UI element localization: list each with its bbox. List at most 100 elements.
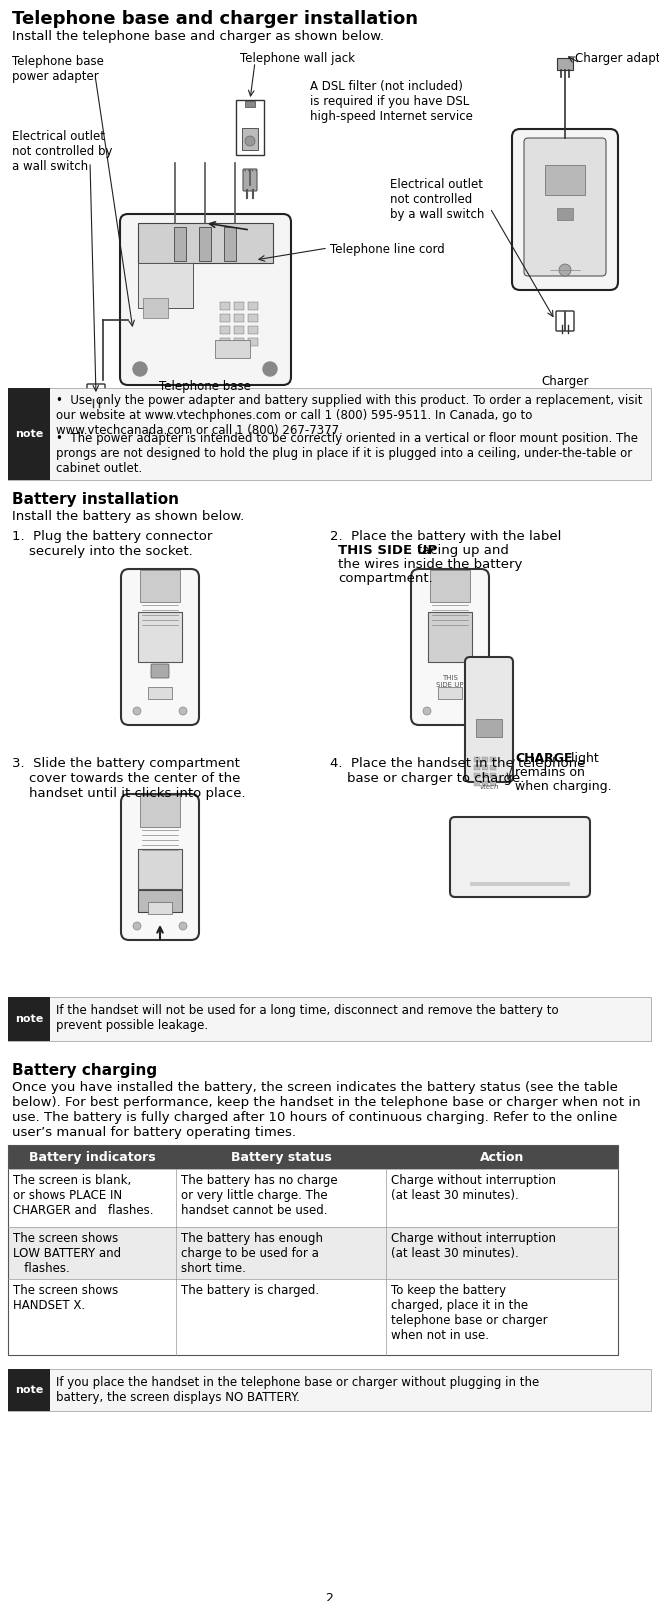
Bar [490,781,496,786]
FancyBboxPatch shape [465,656,513,781]
Text: The battery has no charge
or very little charge. The
handset cannot be used.: The battery has no charge or very little… [181,1174,337,1217]
FancyBboxPatch shape [121,794,199,940]
Bar [482,765,488,770]
Bar [474,773,480,778]
Circle shape [133,708,141,716]
Bar [248,338,258,346]
FancyBboxPatch shape [121,568,199,725]
Bar [8,1145,618,1354]
Text: The screen is blank,
or shows PLACE IN
CHARGER and   flashes.: The screen is blank, or shows PLACE IN C… [13,1174,154,1217]
Text: Charger adapter: Charger adapter [575,51,659,66]
Text: note: note [15,429,43,439]
FancyBboxPatch shape [450,817,590,897]
Text: Telephone base
power adapter: Telephone base power adapter [12,54,104,83]
Text: light: light [567,752,599,765]
Text: note: note [15,1385,43,1394]
Text: THIS
SIDE UP: THIS SIDE UP [436,676,464,688]
FancyBboxPatch shape [87,384,105,403]
Text: 3.  Slide the battery compartment
    cover towards the center of the
    handse: 3. Slide the battery compartment cover t… [12,757,246,800]
Bar [482,773,488,778]
Bar [476,719,502,736]
Circle shape [263,362,277,376]
Bar [248,327,258,335]
Bar [428,612,472,661]
Bar [220,314,230,322]
Bar [8,1169,618,1226]
Text: Once you have installed the battery, the screen indicates the battery status (se: Once you have installed the battery, the… [12,1081,641,1138]
Circle shape [559,264,571,275]
Bar [138,263,193,307]
Text: when charging.: when charging. [515,780,612,792]
FancyBboxPatch shape [151,664,169,677]
Text: Telephone line cord: Telephone line cord [330,243,445,256]
Bar [438,687,462,700]
FancyBboxPatch shape [120,215,291,384]
Bar [490,773,496,778]
Bar [8,997,50,1041]
Bar [8,1279,618,1354]
Bar [8,997,651,1041]
Bar [8,1369,651,1410]
Text: The battery has enough
charge to be used for a
short time.: The battery has enough charge to be used… [181,1233,323,1274]
FancyBboxPatch shape [524,138,606,275]
Circle shape [179,922,187,930]
Bar [220,303,230,311]
Bar [482,757,488,762]
Bar [220,338,230,346]
Bar [545,165,585,195]
Bar [138,223,273,263]
Text: the wires inside the battery: the wires inside the battery [338,559,523,572]
Bar [143,298,168,319]
Bar [234,314,244,322]
Bar [248,303,258,311]
Circle shape [469,708,477,716]
Bar [8,387,50,480]
Circle shape [133,362,147,376]
Bar [148,687,172,700]
Text: If the handset will not be used for a long time, disconnect and remove the batte: If the handset will not be used for a lo… [56,1004,559,1033]
Text: CHARGE: CHARGE [515,752,573,765]
Text: Battery installation: Battery installation [12,492,179,508]
Text: •  Use only the power adapter and battery supplied with this product. To order a: • Use only the power adapter and battery… [56,394,643,437]
Circle shape [179,708,187,716]
Text: 1.  Plug the battery connector
    securely into the socket.: 1. Plug the battery connector securely i… [12,530,212,559]
Bar [138,849,182,889]
Text: Charge without interruption
(at least 30 minutes).: Charge without interruption (at least 30… [391,1233,556,1260]
Text: Battery indicators: Battery indicators [29,1151,156,1164]
Bar [8,1226,618,1279]
Text: compartment.: compartment. [338,572,433,584]
Text: Telephone wall jack: Telephone wall jack [240,51,355,66]
Text: Charger: Charger [541,375,588,387]
Text: Battery status: Battery status [231,1151,331,1164]
Text: Telephone base and charger installation: Telephone base and charger installation [12,10,418,27]
Text: Install the battery as shown below.: Install the battery as shown below. [12,511,244,524]
Bar [474,781,480,786]
Bar [140,796,180,828]
Circle shape [423,708,431,716]
Text: If you place the handset in the telephone base or charger without plugging in th: If you place the handset in the telephon… [56,1375,539,1404]
Text: vtech: vtech [479,784,499,789]
Bar [8,1145,618,1169]
Bar [245,101,255,107]
Bar [482,781,488,786]
Text: Charge without interruption
(at least 30 minutes).: Charge without interruption (at least 30… [391,1174,556,1202]
FancyBboxPatch shape [243,170,257,191]
Bar [174,227,186,261]
FancyBboxPatch shape [512,130,618,290]
Bar [234,327,244,335]
Text: remains on: remains on [515,765,585,780]
Bar [557,58,573,70]
Text: 2.  Place the battery with the label: 2. Place the battery with the label [330,530,561,543]
Bar [224,227,236,261]
Text: facing up and: facing up and [413,544,509,557]
Text: The screen shows
LOW BATTERY and
   flashes.: The screen shows LOW BATTERY and flashes… [13,1233,121,1274]
Circle shape [133,922,141,930]
Bar [248,314,258,322]
Text: Electrical outlet
not controlled by
a wall switch: Electrical outlet not controlled by a wa… [12,130,113,173]
Text: To keep the battery
charged, place it in the
telephone base or charger
when not : To keep the battery charged, place it in… [391,1284,548,1342]
FancyBboxPatch shape [556,311,574,331]
Bar [148,901,172,914]
Text: Install the telephone base and charger as shown below.: Install the telephone base and charger a… [12,30,384,43]
Bar [470,882,570,885]
Text: Electrical outlet
not controlled
by a wall switch: Electrical outlet not controlled by a wa… [390,178,484,221]
